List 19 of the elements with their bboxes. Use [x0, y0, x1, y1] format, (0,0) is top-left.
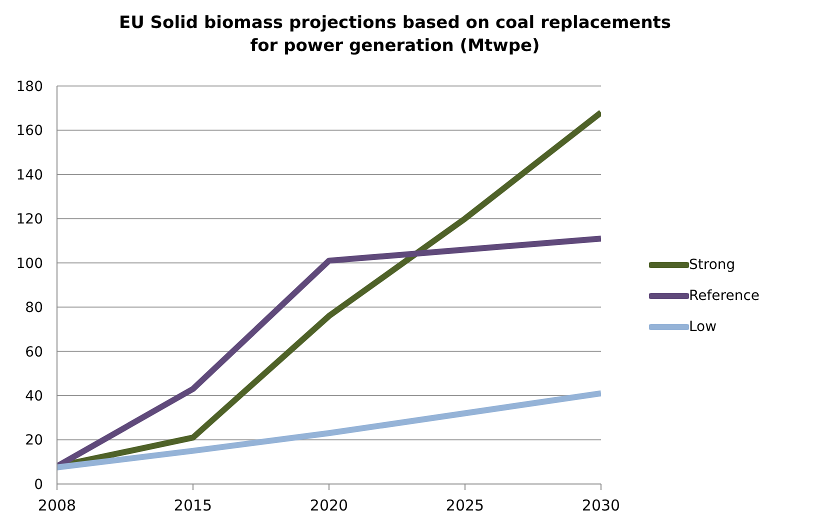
x-tick-label: 2008 [38, 496, 76, 515]
y-tick-label: 20 [25, 432, 43, 449]
x-tick-label: 2015 [174, 496, 212, 515]
chart-title: EU Solid biomass projections based on coal replacements for power generation (Mtwpe) [118, 12, 672, 58]
legend-label: Strong [689, 256, 736, 274]
y-tick-label: 80 [25, 300, 43, 316]
y-tick-label: 120 [16, 212, 43, 228]
y-tick-label: 160 [16, 123, 43, 140]
y-tick-label: 100 [16, 256, 43, 272]
x-tick-label: 2020 [310, 496, 348, 515]
y-tick-label: 180 [16, 78, 43, 95]
legend-label: Low [689, 318, 717, 336]
legend-label: Reference [689, 286, 760, 306]
x-tick-label: 2030 [582, 496, 620, 515]
y-tick-label: 40 [25, 388, 43, 405]
y-tick-label: 60 [25, 344, 43, 360]
y-tick-label: 140 [16, 167, 43, 184]
y-tick-label: 0 [34, 476, 43, 493]
x-tick-label: 2025 [446, 496, 484, 515]
